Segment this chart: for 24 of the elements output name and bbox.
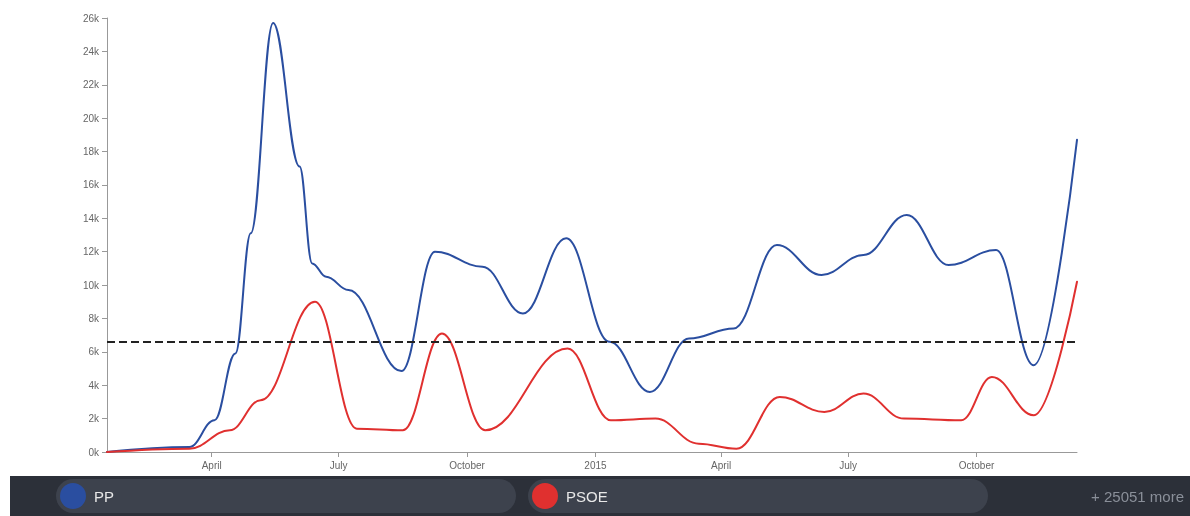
y-tick-label: 14k: [82, 212, 100, 224]
x-tick-label: April: [711, 459, 732, 471]
y-tick-label: 2k: [88, 413, 100, 425]
y-tick-label: 10k: [82, 279, 100, 291]
x-tick-label: October: [449, 459, 486, 471]
y-tick-label: 20k: [82, 112, 100, 124]
y-tick-label: 16k: [82, 179, 100, 191]
x-tick-label: 2015: [584, 459, 608, 471]
x-tick-label: July: [329, 459, 348, 471]
y-tick-label: 12k: [82, 246, 100, 258]
y-tick-label: 8k: [88, 312, 100, 324]
y-tick-label: 6k: [88, 346, 100, 358]
y-tick-label: 24k: [82, 45, 100, 57]
y-tick-label: 26k: [82, 12, 100, 24]
legend-label: PP: [94, 487, 115, 505]
y-tick-label: 4k: [88, 379, 100, 391]
x-tick-label: July: [839, 459, 858, 471]
x-tick-label: October: [958, 459, 995, 471]
x-tick-label: April: [201, 459, 222, 471]
legend-label: PSOE: [566, 487, 608, 505]
y-tick-label: 22k: [82, 79, 100, 91]
text: + 25051 more: [1091, 487, 1184, 505]
y-tick-label: 0k: [88, 446, 100, 458]
y-tick-label: 18k: [82, 146, 100, 158]
